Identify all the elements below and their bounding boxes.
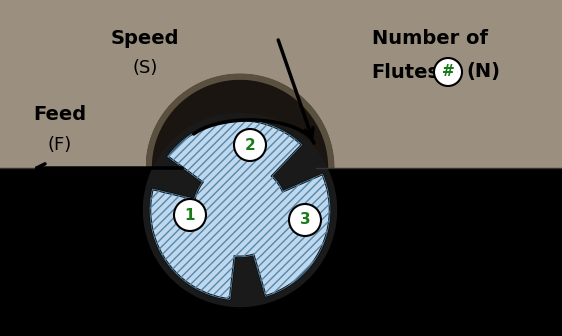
Text: (F): (F) [48,136,72,154]
Polygon shape [334,0,562,168]
Text: (S): (S) [132,59,158,77]
Circle shape [234,129,266,161]
Text: Speed: Speed [111,29,179,47]
Text: 3: 3 [300,212,310,227]
Text: Flutes: Flutes [371,62,439,82]
Text: (N): (N) [466,62,500,82]
Polygon shape [0,0,562,168]
Circle shape [434,58,462,86]
Circle shape [174,199,206,231]
Text: Number of: Number of [372,29,488,47]
Text: 1: 1 [185,208,195,222]
Polygon shape [143,113,337,307]
Polygon shape [0,0,562,168]
Polygon shape [150,120,330,299]
Text: #: # [442,65,454,80]
Circle shape [289,204,321,236]
Polygon shape [152,80,328,168]
Text: Feed: Feed [33,106,87,125]
Polygon shape [0,0,146,168]
Text: 2: 2 [244,137,255,153]
Polygon shape [146,74,334,168]
